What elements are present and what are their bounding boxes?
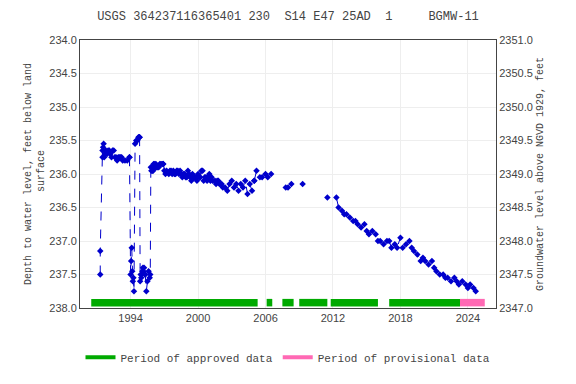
- svg-text:1994: 1994: [118, 312, 142, 324]
- svg-text:235.5: 235.5: [49, 134, 77, 146]
- svg-text:235.0: 235.0: [49, 101, 77, 113]
- svg-text:236.5: 236.5: [49, 201, 77, 213]
- svg-text:Groundwater level above NGVD 1: Groundwater level above NGVD 1929, feet: [535, 57, 546, 291]
- svg-text:2348.0: 2348.0: [499, 235, 533, 247]
- svg-text:Depth to water level, feet bel: Depth to water level, feet below land su…: [23, 63, 47, 285]
- svg-text:2006: 2006: [253, 312, 277, 324]
- svg-text:2024: 2024: [456, 312, 480, 324]
- svg-text:237.0: 237.0: [49, 235, 77, 247]
- svg-text:2018: 2018: [388, 312, 412, 324]
- svg-text:2349.0: 2349.0: [499, 168, 533, 180]
- svg-text:2350.0: 2350.0: [499, 101, 533, 113]
- svg-text:234.5: 234.5: [49, 67, 77, 79]
- svg-text:Period of approved data: Period of approved data: [121, 353, 273, 365]
- svg-text:2350.5: 2350.5: [499, 67, 533, 79]
- svg-text:2012: 2012: [321, 312, 345, 324]
- svg-text:234.0: 234.0: [49, 34, 77, 46]
- svg-text:2000: 2000: [186, 312, 210, 324]
- svg-text:2349.5: 2349.5: [499, 134, 533, 146]
- svg-text:237.5: 237.5: [49, 268, 77, 280]
- svg-text:2351.0: 2351.0: [499, 34, 533, 46]
- svg-text:2347.0: 2347.0: [499, 302, 533, 314]
- svg-text:USGS 364237116365401 230 S14: USGS 364237116365401 230 S14 E47 25AD 1 …: [97, 10, 479, 24]
- svg-text:2348.5: 2348.5: [499, 201, 533, 213]
- svg-text:2347.5: 2347.5: [499, 268, 533, 280]
- svg-text:238.0: 238.0: [49, 302, 77, 314]
- svg-text:236.0: 236.0: [49, 168, 77, 180]
- svg-text:Period of provisional data: Period of provisional data: [318, 353, 490, 365]
